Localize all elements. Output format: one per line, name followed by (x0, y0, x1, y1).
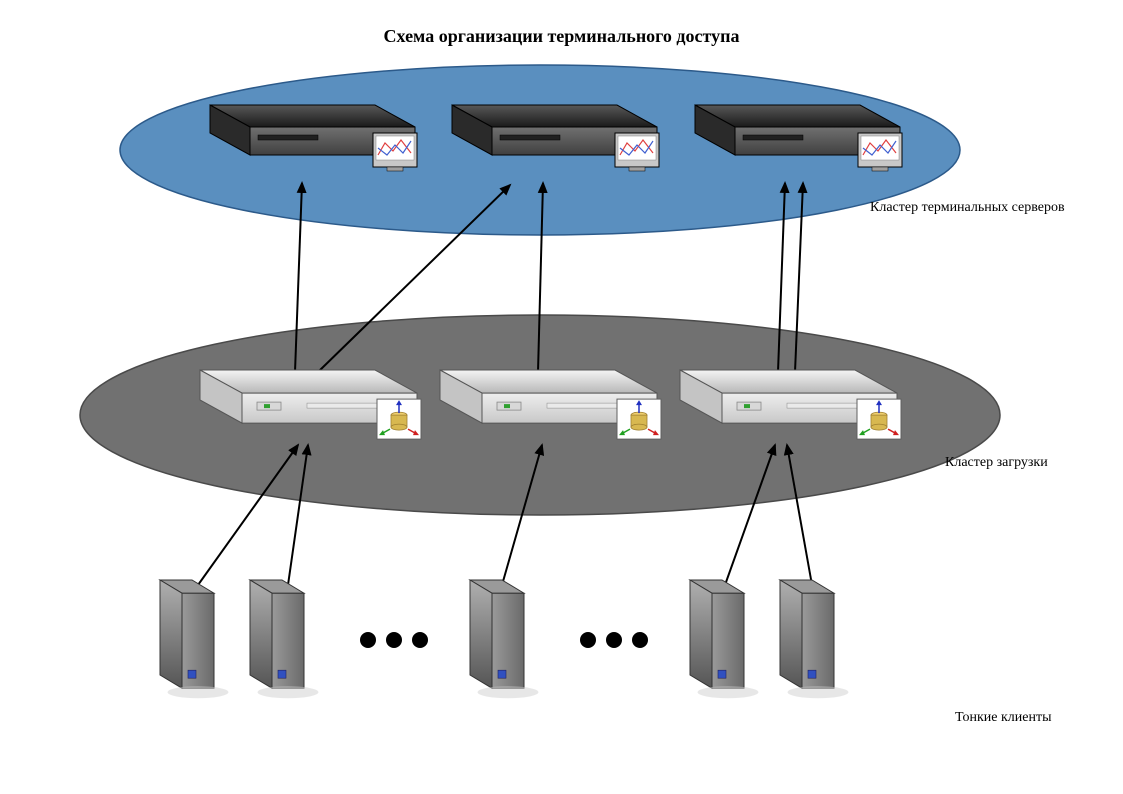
ellipsis-dot (360, 632, 376, 648)
diagram-title: Схема организации терминального доступа (0, 26, 1123, 47)
label-load-cluster: Кластер загрузки (945, 455, 1048, 471)
label-thin-clients: Тонкие клиенты (955, 710, 1052, 726)
label-terminal-cluster: Кластер терминальных серверов (870, 200, 1065, 216)
ellipsis-dot (580, 632, 596, 648)
ellipsis-dot (606, 632, 622, 648)
thin-client-icon (690, 580, 758, 698)
ellipsis-dot (632, 632, 648, 648)
thin-client-icon (780, 580, 848, 698)
diagram-canvas (0, 0, 1123, 794)
ellipsis-dot (386, 632, 402, 648)
ellipsis-dot (412, 632, 428, 648)
thin-client-icon (250, 580, 318, 698)
thin-clients-group (160, 580, 848, 698)
thin-client-icon (470, 580, 538, 698)
thin-client-icon (160, 580, 228, 698)
